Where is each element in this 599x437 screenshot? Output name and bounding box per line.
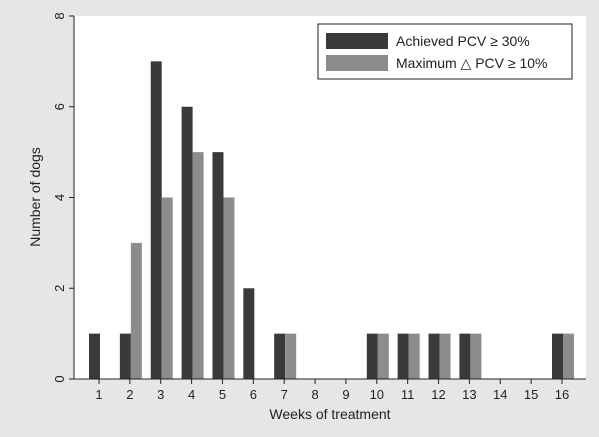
y-tick-label: 2: [52, 285, 67, 292]
legend: Achieved PCV ≥ 30% Maximum △ PCV ≥ 10%: [317, 23, 573, 80]
x-tick-label: 14: [493, 387, 507, 402]
bar-achieved-week-11: [397, 333, 409, 379]
bar-achieved-week-10: [366, 333, 378, 379]
bar-maximum-week-5: [223, 197, 235, 379]
bar-maximum-week-11: [408, 333, 420, 379]
y-ticks-group: 0 2 4 6 8: [52, 12, 74, 383]
y-tick-label: 6: [52, 103, 67, 110]
bar-achieved-week-5: [212, 152, 224, 379]
y-tick-label: 8: [52, 12, 67, 19]
bar-maximum-week-16: [563, 333, 574, 379]
bar-achieved-week-1: [89, 333, 100, 379]
bar-achieved-week-13: [459, 333, 471, 379]
bar-maximum-week-3: [161, 197, 173, 379]
legend-label-achieved: Achieved PCV ≥ 30%: [396, 33, 530, 49]
x-tick-label: 8: [311, 387, 318, 402]
legend-swatch-maximum: [326, 55, 388, 71]
bar-maximum-week-13: [470, 333, 482, 379]
bars-group: [89, 61, 574, 379]
bar-achieved-week-2: [119, 333, 131, 379]
bar-maximum-week-7: [285, 333, 297, 379]
x-tick-label: 10: [370, 387, 384, 402]
x-tick-label: 2: [126, 387, 133, 402]
bar-achieved-week-16: [552, 333, 563, 379]
bar-achieved-week-12: [428, 333, 440, 379]
legend-swatch-achieved: [326, 33, 388, 49]
x-tick-label: 11: [401, 387, 415, 402]
bar-achieved-week-6: [243, 288, 255, 379]
bar-maximum-week-10: [377, 333, 389, 379]
y-tick-label: 4: [52, 194, 67, 201]
x-axis-title: Weeks of treatment: [269, 406, 390, 422]
bar-achieved-week-7: [274, 333, 286, 379]
y-axis-title: Number of dogs: [27, 147, 43, 247]
x-tick-label: 13: [462, 387, 476, 402]
x-tick-label: 3: [157, 387, 164, 402]
bar-maximum-week-4: [192, 152, 204, 379]
x-tick-label: 7: [281, 387, 288, 402]
bar-maximum-week-2: [130, 242, 142, 379]
x-tick-label: 16: [555, 387, 569, 402]
x-tick-label: 6: [250, 387, 257, 402]
bar-achieved-week-4: [181, 106, 193, 379]
x-ticks-group: 1 2 3 4 5 6 7 8 9 10 11 12 13 14 15 16: [95, 379, 569, 402]
legend-label-maximum: Maximum △ PCV ≥ 10%: [396, 55, 547, 71]
y-tick-label: 0: [52, 375, 67, 382]
x-tick-label: 15: [524, 387, 538, 402]
x-tick-label: 9: [342, 387, 349, 402]
bar-maximum-week-12: [439, 333, 451, 379]
x-tick-label: 4: [188, 387, 195, 402]
x-tick-label: 1: [95, 387, 102, 402]
bar-achieved-week-3: [150, 61, 162, 379]
x-tick-label: 12: [431, 387, 445, 402]
x-tick-label: 5: [219, 387, 226, 402]
